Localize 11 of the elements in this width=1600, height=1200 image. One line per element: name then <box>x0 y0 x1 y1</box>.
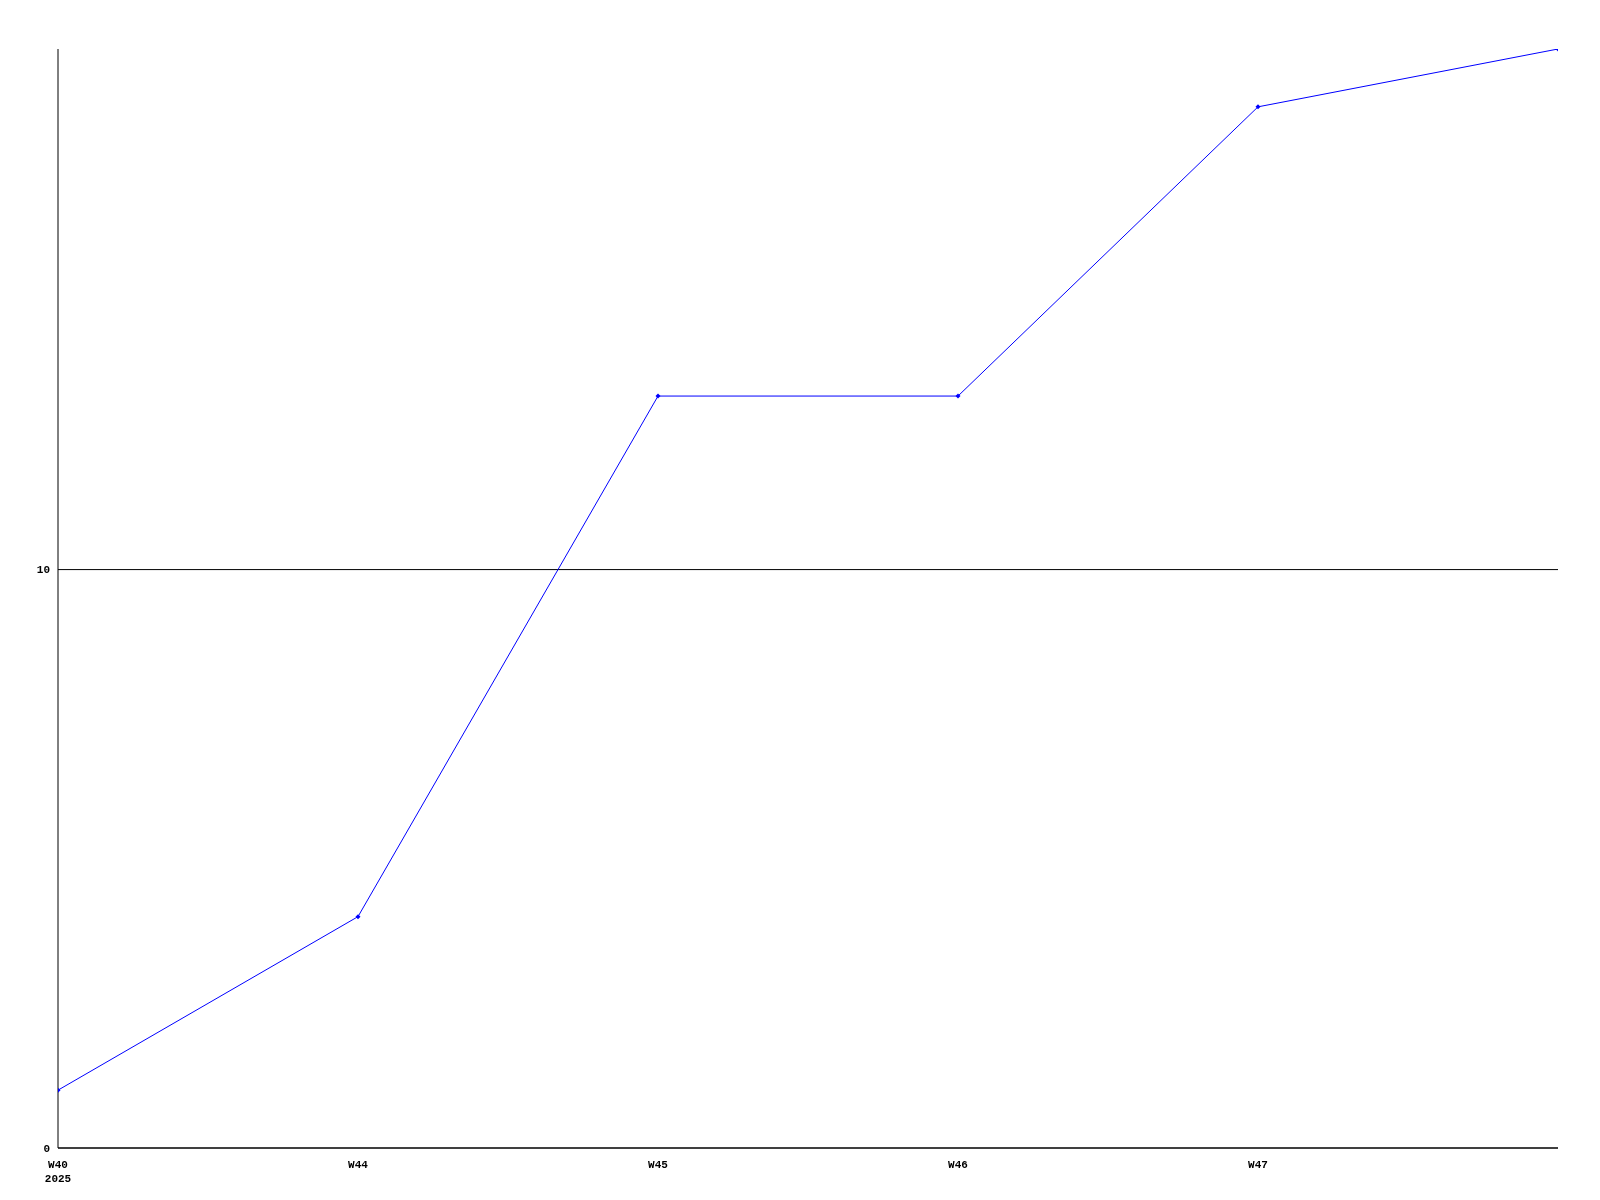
x-tick-label: W44 <box>348 1159 369 1171</box>
x-tick-label: W46 <box>948 1159 968 1171</box>
y-tick-label: 0 <box>43 1142 50 1155</box>
point <box>655 393 661 399</box>
x-tick-label: W47 <box>1248 1159 1268 1171</box>
y-tick-label: 10 <box>36 564 50 577</box>
x-tick-label: W45 <box>648 1159 669 1171</box>
point <box>355 914 361 920</box>
point <box>955 393 961 399</box>
x-tick-label: W40 2025 <box>44 1159 72 1185</box>
point <box>1255 104 1261 110</box>
